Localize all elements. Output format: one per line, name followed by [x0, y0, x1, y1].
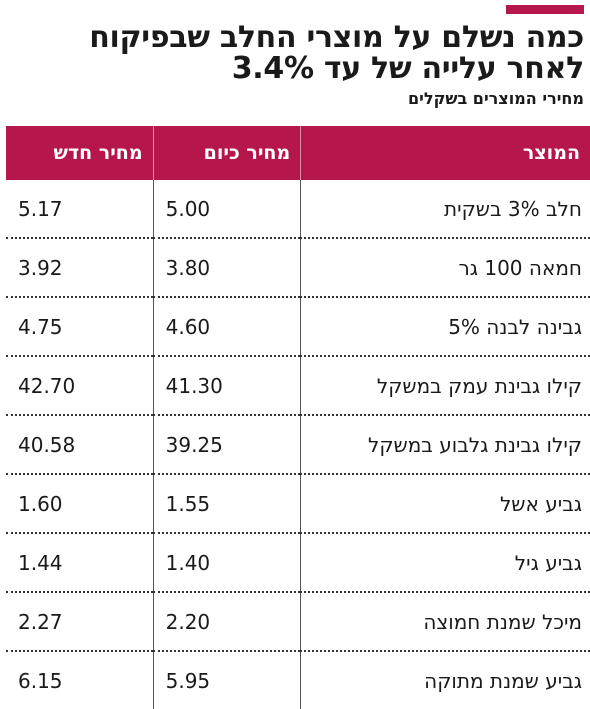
table-row: קילו גבינת עמק במשקל 41.30 42.70 — [6, 356, 590, 416]
new-price-cell: 5.17 — [6, 180, 154, 239]
current-price-cell: 3.80 — [152, 238, 302, 298]
new-price-cell: 1.60 — [6, 474, 154, 534]
table-header-row: המוצר מחיר כיום מחיר חדש — [6, 126, 590, 180]
price-table: המוצר מחיר כיום מחיר חדש חלב 3% בשקית 5.0… — [6, 126, 590, 709]
new-price-cell: 40.58 — [6, 415, 154, 475]
new-price-cell: 2.27 — [6, 592, 154, 652]
product-name-cell: קילו גבינת עמק במשקל — [300, 356, 590, 416]
current-price-cell: 5.00 — [152, 180, 302, 239]
product-name-cell: גבינה לבנה 5% — [300, 297, 590, 357]
table-row: מיכל שמנת חמוצה 2.20 2.27 — [6, 592, 590, 652]
table-body: חלב 3% בשקית 5.00 5.17 חמאה 100 גר 3.80 3.92 ג… — [6, 180, 590, 709]
page-subtitle: מחירי המוצרים בשקלים — [408, 89, 584, 108]
table-row: גביע אשל 1.55 1.60 — [6, 474, 590, 534]
product-name-cell: גביע אשל — [300, 474, 590, 534]
page-title: כמה נשלם על מוצרי החלב שבפיקוח לאחר עליי… — [89, 20, 584, 86]
current-price-cell: 2.20 — [152, 592, 302, 652]
new-price-cell: 4.75 — [6, 297, 154, 357]
table-row: גבינה לבנה 5% 4.60 4.75 — [6, 297, 590, 357]
column-header-new-price: מחיר חדש — [6, 126, 154, 180]
current-price-cell: 39.25 — [152, 415, 302, 475]
current-price-cell: 5.95 — [152, 651, 302, 709]
accent-bar — [506, 5, 584, 14]
product-name-cell: מיכל שמנת חמוצה — [300, 592, 590, 652]
new-price-cell: 6.15 — [18, 668, 63, 693]
product-name-cell: גביע שמנת מתוקה — [424, 668, 582, 693]
column-header-current-price: מחיר כיום — [153, 126, 302, 180]
table-row: גביע שמנת מתוקה 5.95 6.15 — [6, 651, 590, 709]
new-price-cell: 1.44 — [6, 533, 154, 593]
current-price-cell: 4.60 — [152, 297, 302, 357]
column-header-product: המוצר — [522, 142, 580, 164]
current-price-cell: 41.30 — [152, 356, 302, 416]
table-row: חמאה 100 גר 3.80 3.92 — [6, 238, 590, 298]
current-price-cell: 1.55 — [152, 474, 302, 534]
product-name-cell: גביע גיל — [300, 533, 590, 593]
current-price-cell: 1.40 — [152, 533, 302, 593]
product-name-cell: חמאה 100 גר — [300, 238, 590, 298]
new-price-cell: 3.92 — [6, 238, 154, 298]
table-row: חלב 3% בשקית 5.00 5.17 — [6, 180, 590, 239]
table-row: גביע גיל 1.40 1.44 — [6, 533, 590, 593]
product-name-cell: חלב 3% בשקית — [300, 180, 590, 239]
new-price-cell: 42.70 — [6, 356, 154, 416]
product-name-cell: קילו גבינת גלבוע במשקל — [300, 415, 590, 475]
table-row: קילו גבינת גלבוע במשקל 39.25 40.58 — [6, 415, 590, 475]
